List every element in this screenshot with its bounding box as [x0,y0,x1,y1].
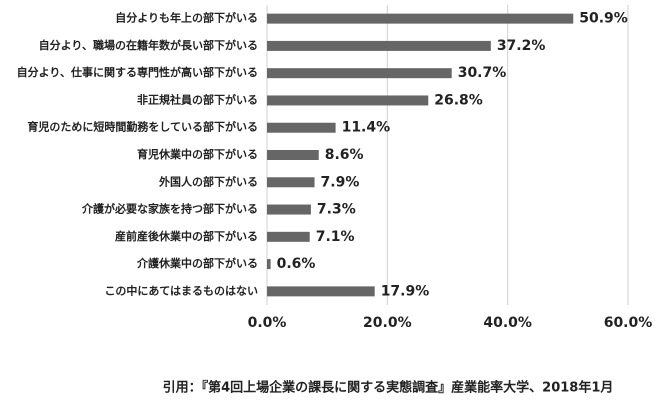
value-label: 30.7% [458,65,507,81]
y-tick-label: 自分より、職場の在籍年数が長い部下がいる [39,38,258,52]
y-tick-label: 育児のために短時間勤務をしている部下がいる [27,120,258,134]
bar [267,150,319,160]
bar [267,177,315,188]
value-label: 11.4% [342,120,391,136]
value-label: 7.9% [321,174,360,190]
x-tick-label: 20.0% [363,315,412,331]
value-label: 8.6% [325,147,364,163]
bar [267,122,336,133]
value-label: 26.8% [434,92,483,108]
value-label: 0.6% [277,256,316,272]
bar [267,259,271,270]
y-tick-label: 介護が必要な家族を持つ部下がいる [81,202,258,216]
bar [267,286,375,297]
x-tick-label: 0.0% [248,315,287,331]
y-tick-label: 自分より、仕事に関する専門性が高い部下がいる [17,65,258,79]
y-tick-label: 育児休業中の部下がいる [137,147,258,161]
y-tick-label: 自分よりも年上の部下がいる [115,11,258,25]
value-label: 37.2% [497,38,546,54]
value-label: 17.9% [381,283,430,299]
y-tick-label: この中にあてはまるものはない [104,283,258,297]
value-label: 50.9% [579,11,628,27]
y-tick-label: 非正規社員の部下がいる [137,92,258,106]
y-tick-label: 介護休業中の部下がいる [136,256,258,270]
x-tick-label: 40.0% [483,315,532,331]
source-caption: 引用：『第4回上場企業の課長に関する実態調査』産業能率大学、2018年1月 [163,380,614,396]
bar [267,40,491,51]
bar [267,95,429,106]
bar [267,231,310,242]
value-label: 7.3% [317,202,356,218]
bar [267,68,452,79]
x-tick-label: 60.0% [604,315,653,331]
y-tick-label: 外国人の部下がいる [158,174,258,188]
y-tick-label: 産前産後休業中の部下がいる [115,229,258,243]
bar [267,204,311,215]
value-label: 7.1% [316,229,355,245]
bar [267,13,574,24]
